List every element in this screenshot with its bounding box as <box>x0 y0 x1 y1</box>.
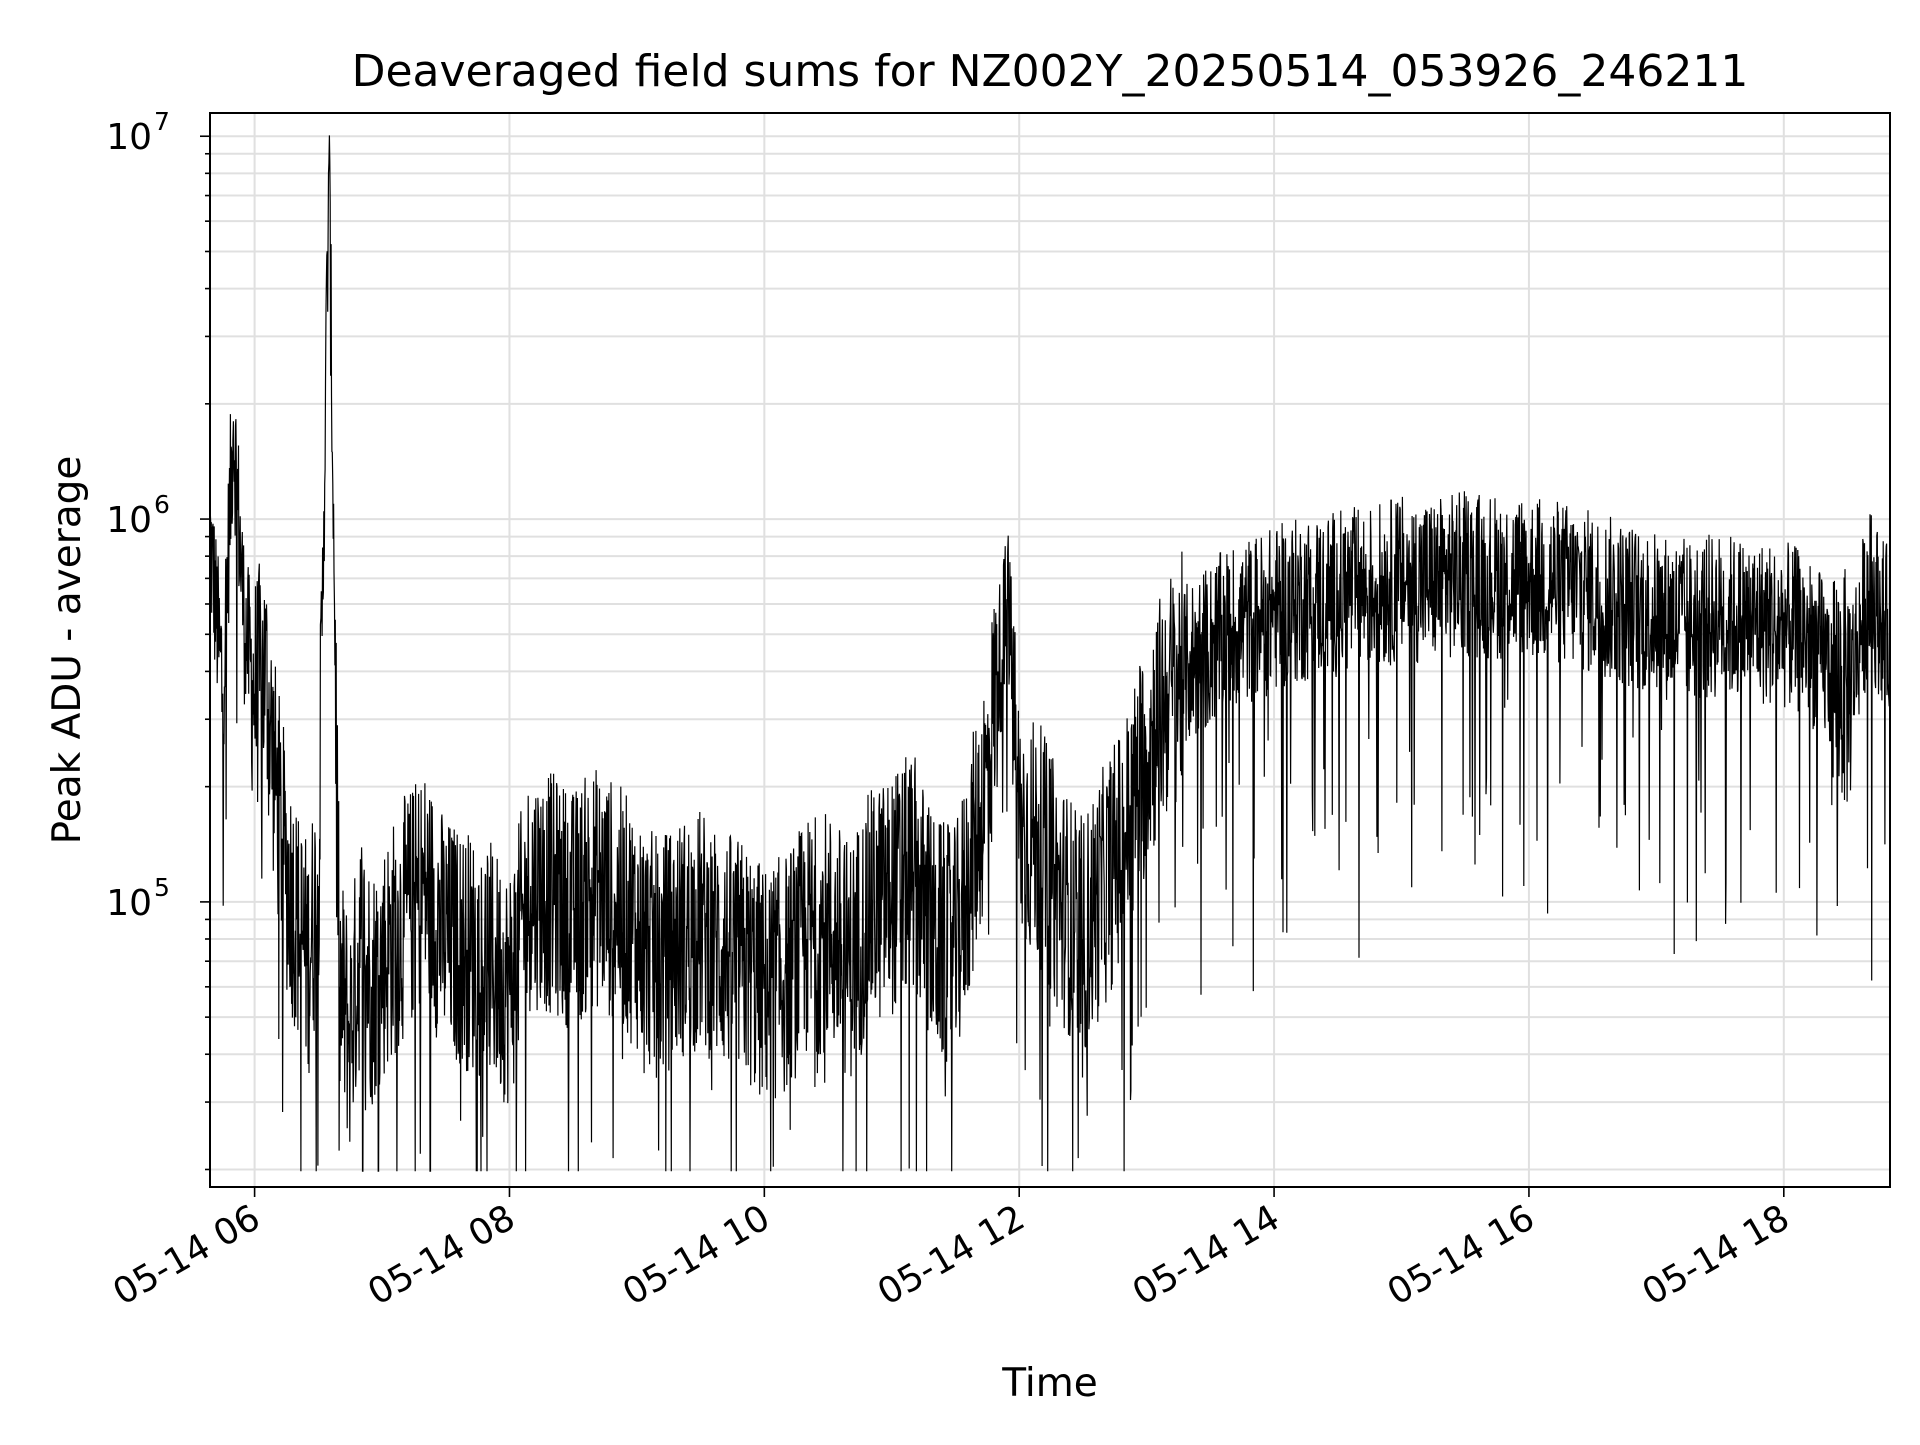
series-line <box>210 135 1890 1172</box>
y-tick-label: 10 <box>106 117 152 158</box>
y-tick-exponent: 5 <box>154 873 170 902</box>
y-tick-exponent: 6 <box>154 490 170 519</box>
y-tick-label: 10 <box>106 883 152 924</box>
y-axis-label: Peak ADU - average <box>45 456 90 845</box>
y-tick-exponent: 7 <box>154 107 170 136</box>
y-tick-label: 10 <box>106 500 152 541</box>
series-layer <box>210 135 1890 1172</box>
chart-title: Deaveraged field sums for NZ002Y_2025051… <box>352 46 1749 97</box>
x-axis-label: Time <box>1001 1361 1097 1406</box>
plot-area-frame <box>209 112 1891 1188</box>
